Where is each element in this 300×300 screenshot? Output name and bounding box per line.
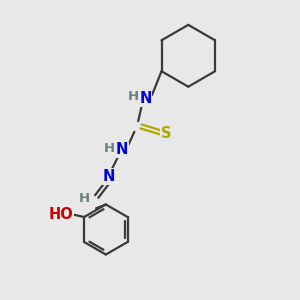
Text: HO: HO xyxy=(48,207,73,222)
Text: H: H xyxy=(128,90,139,103)
Text: N: N xyxy=(103,169,115,184)
Text: N: N xyxy=(140,91,152,106)
Text: N: N xyxy=(116,142,128,158)
Text: H: H xyxy=(104,142,115,155)
Text: H: H xyxy=(79,192,90,205)
Text: S: S xyxy=(161,126,171,141)
